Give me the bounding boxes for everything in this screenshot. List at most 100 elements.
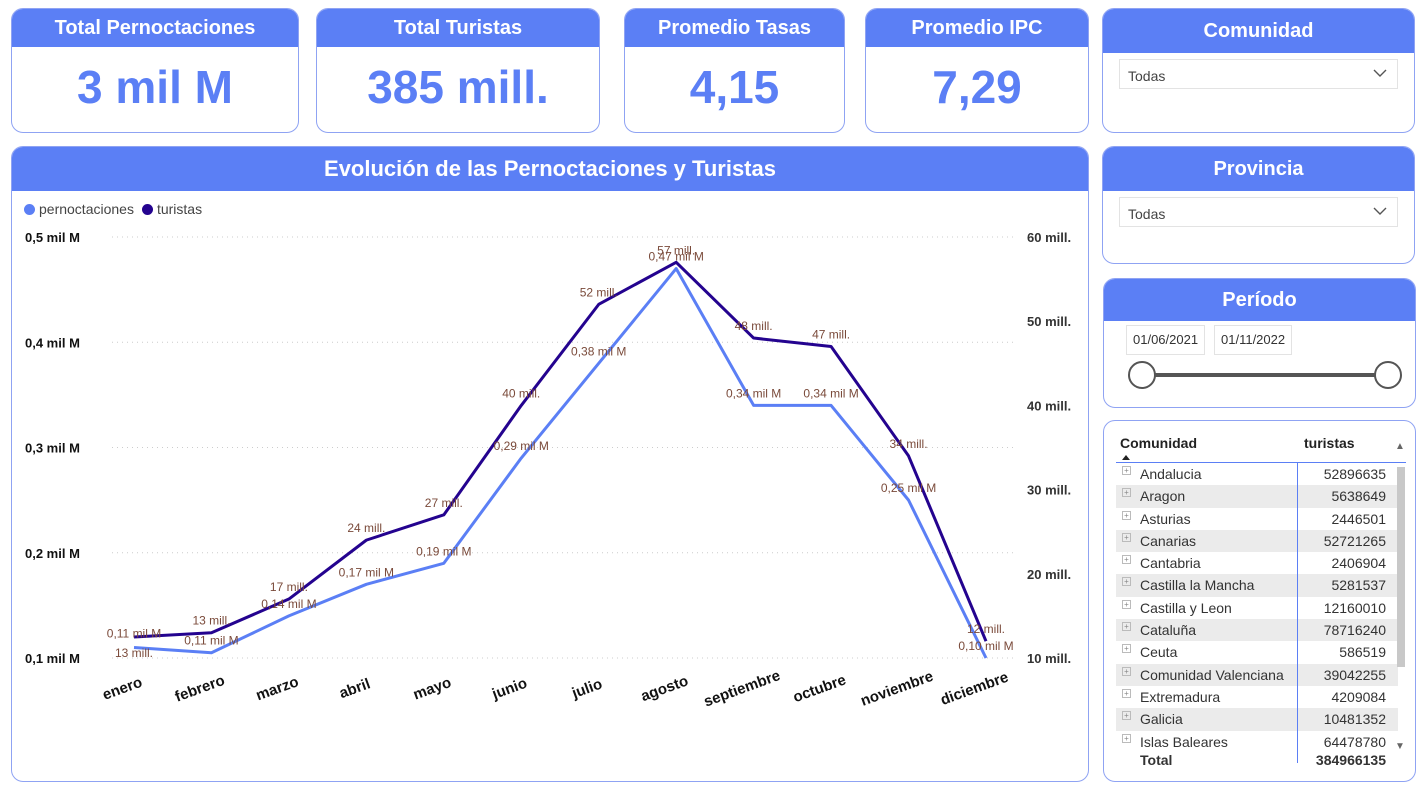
expand-icon[interactable]: + bbox=[1122, 688, 1131, 698]
slicer-title: Provincia bbox=[1103, 147, 1414, 191]
kpi-title: Promedio Tasas bbox=[625, 9, 844, 47]
x-tick-label: octubre bbox=[791, 671, 849, 706]
data-label: 13 mill. bbox=[115, 646, 153, 660]
column-divider bbox=[1297, 463, 1298, 763]
table-row[interactable]: + Castilla y Leon 12160010 bbox=[1116, 597, 1398, 619]
y-left-tick-label: 0,5 mil M bbox=[25, 230, 80, 245]
row-turistas: 586519 bbox=[1339, 644, 1386, 661]
table-row[interactable]: + Islas Baleares 64478780 bbox=[1116, 731, 1398, 753]
slicer-title: Comunidad bbox=[1103, 9, 1414, 53]
table-scrollbar[interactable]: ▲ ▼ bbox=[1395, 441, 1405, 755]
x-tick-label: junio bbox=[489, 675, 529, 704]
row-turistas: 5638649 bbox=[1331, 488, 1386, 505]
x-tick-label: diciembre bbox=[938, 669, 1010, 709]
data-label: 34 mill. bbox=[890, 437, 928, 451]
scroll-thumb[interactable] bbox=[1397, 467, 1405, 667]
data-label: 0,10 mil M bbox=[958, 639, 1013, 653]
row-comunidad: Comunidad Valenciana bbox=[1140, 666, 1284, 683]
data-label: 0,14 mil M bbox=[261, 597, 316, 611]
expand-icon[interactable]: + bbox=[1122, 733, 1131, 743]
expand-icon[interactable]: + bbox=[1122, 577, 1131, 587]
x-tick-label: febrero bbox=[173, 672, 227, 706]
expand-icon[interactable]: + bbox=[1122, 711, 1131, 721]
table-row[interactable]: + Aragon 5638649 bbox=[1116, 485, 1398, 508]
expand-icon[interactable]: + bbox=[1122, 532, 1131, 542]
data-label: 48 mill. bbox=[735, 319, 773, 333]
legend-item-turistas[interactable]: turistas bbox=[141, 201, 202, 217]
column-header-comunidad[interactable]: Comunidad bbox=[1120, 435, 1197, 451]
start-slider-handle[interactable] bbox=[1128, 361, 1156, 389]
legend-dot bbox=[141, 203, 153, 215]
y-left-tick-label: 0,1 mil M bbox=[25, 651, 80, 666]
table-row[interactable]: + Galicia 10481352 bbox=[1116, 708, 1398, 731]
row-comunidad: Cataluña bbox=[1140, 622, 1197, 639]
x-tick-label: mayo bbox=[411, 674, 454, 703]
data-label: 27 mill. bbox=[425, 496, 463, 510]
provincia-slicer: Provincia Todas bbox=[1102, 146, 1415, 264]
end-date-input[interactable]: 01/11/2022 bbox=[1214, 325, 1293, 355]
row-comunidad: Extremadura bbox=[1140, 688, 1221, 705]
provincia-dropdown[interactable]: Todas bbox=[1119, 197, 1398, 227]
start-date-input[interactable]: 01/06/2021 bbox=[1126, 325, 1206, 355]
expand-icon[interactable]: + bbox=[1122, 466, 1131, 475]
table-body: + Andalucia 52896635 + Aragon 5638649 + Asturia… bbox=[1116, 463, 1398, 772]
data-label: 0,11 mil M bbox=[184, 634, 238, 648]
date-range-track[interactable] bbox=[1142, 373, 1387, 377]
table-row[interactable]: + Ceuta 586519 bbox=[1116, 641, 1398, 663]
slicer-title: Período bbox=[1104, 279, 1415, 321]
scroll-down-icon[interactable]: ▼ bbox=[1395, 741, 1405, 752]
row-comunidad: Canarias bbox=[1140, 532, 1197, 549]
x-tick-label: noviembre bbox=[858, 668, 935, 710]
data-label: 0,19 mil M bbox=[416, 544, 471, 558]
row-turistas: 4209084 bbox=[1331, 688, 1386, 705]
y-left-tick-label: 0,3 mil M bbox=[25, 441, 80, 456]
expand-icon[interactable]: + bbox=[1122, 644, 1131, 654]
expand-icon[interactable]: + bbox=[1122, 622, 1131, 632]
series-line-turistas[interactable] bbox=[133, 260, 988, 642]
table-row[interactable]: + Canarias 52721265 bbox=[1116, 529, 1398, 553]
scroll-up-icon[interactable]: ▲ bbox=[1395, 441, 1405, 452]
table-row[interactable]: + Castilla la Mancha 5281537 bbox=[1116, 574, 1398, 597]
kpi-promedio-tasas: Promedio Tasas 4,15 bbox=[624, 8, 845, 133]
expand-icon[interactable]: + bbox=[1122, 555, 1131, 565]
table-row[interactable]: + Cantabria 2406904 bbox=[1116, 552, 1398, 574]
row-comunidad: Ceuta bbox=[1140, 644, 1178, 661]
expand-icon[interactable]: + bbox=[1122, 510, 1131, 520]
table-row[interactable]: + Andalucia 52896635 bbox=[1116, 463, 1398, 485]
legend-dot bbox=[24, 203, 35, 215]
chart-legend: pernoctaciones turistas bbox=[24, 201, 202, 217]
row-turistas: 52896635 bbox=[1323, 466, 1386, 482]
row-turistas: 78716240 bbox=[1323, 622, 1386, 639]
table-row[interactable]: + Asturias 2446501 bbox=[1116, 508, 1398, 530]
y-right-tick-label: 50 mill. bbox=[1027, 314, 1071, 329]
sort-ascending-icon bbox=[1122, 455, 1130, 460]
expand-icon[interactable]: + bbox=[1122, 599, 1131, 609]
row-comunidad: Galicia bbox=[1140, 711, 1183, 728]
column-header-turistas[interactable]: turistas bbox=[1304, 435, 1355, 451]
data-label: 0,11 mil M bbox=[107, 626, 161, 640]
data-label: 13 mill. bbox=[192, 614, 230, 628]
row-comunidad: Castilla la Mancha bbox=[1140, 577, 1255, 594]
data-label: 0,47 mil M bbox=[649, 250, 704, 264]
comunidad-slicer: Comunidad Todas bbox=[1102, 8, 1415, 133]
expand-icon[interactable]: + bbox=[1122, 488, 1131, 498]
data-label: 0,17 mil M bbox=[339, 565, 394, 579]
periodo-slicer: Período 01/06/2021 01/11/2022 bbox=[1103, 278, 1416, 408]
expand-icon[interactable]: + bbox=[1122, 666, 1131, 676]
data-label: 12 mill. bbox=[967, 622, 1005, 636]
legend-item-pernoctaciones[interactable]: pernoctaciones bbox=[24, 201, 134, 217]
dropdown-value: Todas bbox=[1128, 68, 1166, 84]
row-turistas: 12160010 bbox=[1323, 599, 1386, 616]
table-row[interactable]: + Extremadura 4209084 bbox=[1116, 686, 1398, 708]
data-label: 40 mill. bbox=[502, 386, 540, 400]
table-row[interactable]: + Comunidad Valenciana 39042255 bbox=[1116, 663, 1398, 686]
header-divider bbox=[1116, 462, 1406, 463]
turistas-table: Comunidad turistas + Andalucia 52896635 + Ar… bbox=[1103, 420, 1416, 782]
kpi-value: 4,15 bbox=[689, 61, 780, 113]
chevron-down-icon bbox=[1373, 69, 1387, 77]
end-slider-handle[interactable] bbox=[1374, 361, 1402, 389]
series-line-pernoctaciones[interactable] bbox=[133, 267, 988, 659]
dropdown-value: Todas bbox=[1128, 206, 1166, 222]
table-row[interactable]: + Cataluña 78716240 bbox=[1116, 619, 1398, 642]
comunidad-dropdown[interactable]: Todas bbox=[1119, 59, 1398, 89]
